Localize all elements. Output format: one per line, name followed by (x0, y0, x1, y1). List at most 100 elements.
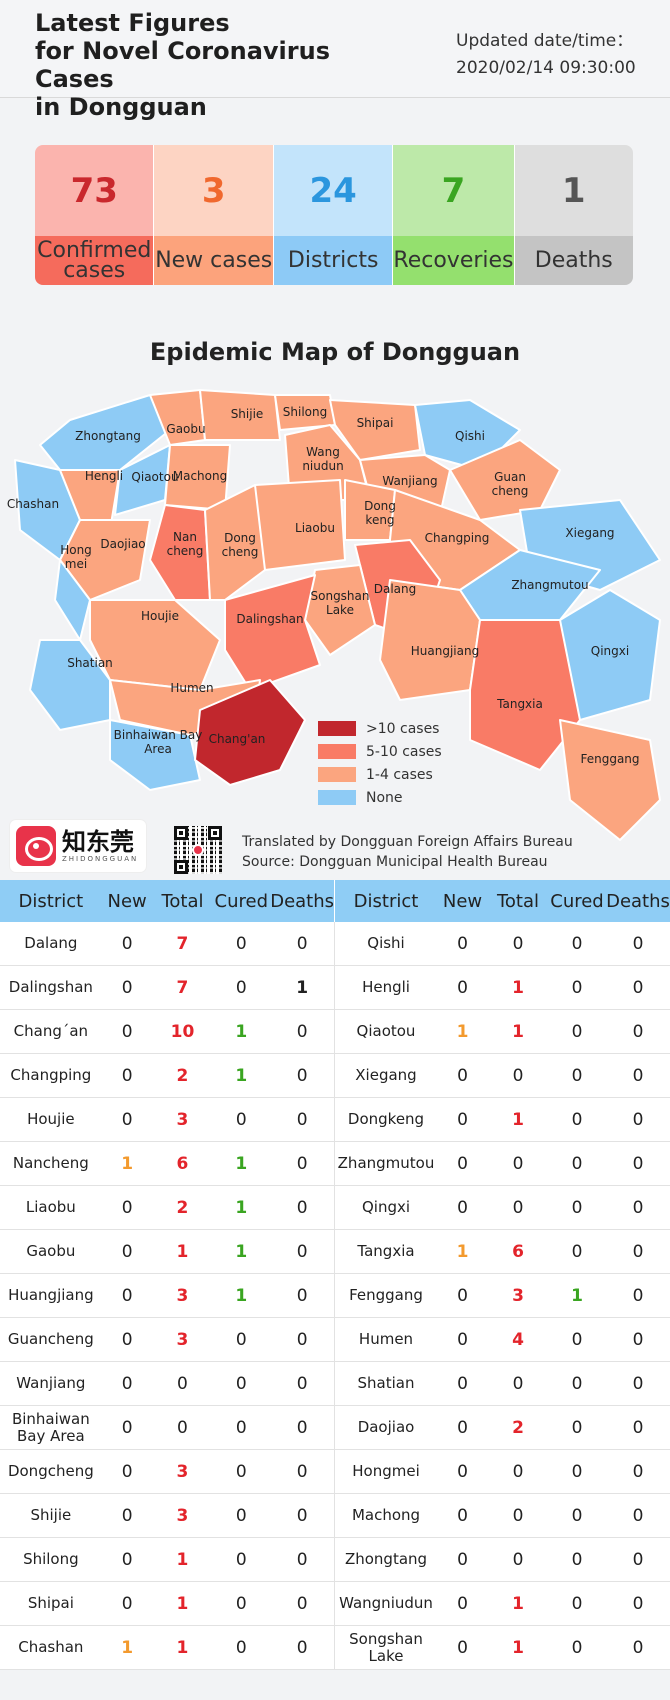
district-name: Tangxia (357, 1242, 415, 1260)
table-cell: 0 (177, 1417, 188, 1438)
district-name: Fenggang (349, 1286, 423, 1304)
table-cell: 0 (632, 1373, 644, 1394)
table-row: Chashan 1 1 0 0 Songshan Lake 0 1 0 0 (0, 1626, 670, 1670)
district-name: Chang´an (13, 1022, 89, 1040)
column-header: District (353, 890, 419, 912)
table-cell: 1 (512, 977, 524, 998)
table-cell: 0 (121, 1505, 133, 1526)
table-cell: 0 (571, 1593, 583, 1614)
district-name: Shijie (30, 1506, 72, 1524)
table-cell: 0 (632, 933, 644, 954)
table-cell: 0 (121, 1021, 133, 1042)
table-cell: 0 (571, 1461, 583, 1482)
district-name: Machong (351, 1506, 421, 1524)
district-name: Wangniudun (339, 1594, 433, 1612)
map-district-label: Machong (173, 469, 227, 483)
table-cell: 0 (512, 1461, 524, 1482)
legend-swatch (318, 767, 356, 782)
table-cell: 2 (176, 1197, 189, 1218)
stat-label: Deaths (514, 236, 633, 285)
legend-item: None (318, 786, 498, 809)
qr-code-icon (174, 826, 222, 874)
table-cell: 0 (296, 1153, 308, 1174)
stats-summary: 73 Confirmed cases 3 New cases 24 Districts 7 R… (35, 145, 633, 285)
district-name: Dalang (24, 934, 78, 952)
map-district-label: Gaobu (166, 422, 205, 436)
table-cell: 0 (121, 1549, 133, 1570)
table-cell: 1 (176, 1593, 189, 1614)
table-cell: 0 (296, 1285, 308, 1306)
table-cell: 0 (296, 1197, 308, 1218)
district-table: District New Total Cured Deaths District New To… (0, 880, 670, 1670)
table-cell: 0 (235, 1505, 247, 1526)
table-cell: 0 (571, 977, 583, 998)
table-cell: 1 (512, 1109, 524, 1130)
district-name: Guancheng (7, 1330, 94, 1348)
logo-chinese-text: 知东莞 (62, 828, 134, 856)
table-cell: 0 (235, 977, 247, 998)
map-legend: >10 cases 5-10 cases 1-4 cases None (318, 717, 498, 809)
table-cell: 0 (235, 1329, 247, 1350)
table-row: Dalingshan 0 7 0 1 Hengli 0 1 0 0 (0, 966, 670, 1010)
district-name: Houjie (27, 1110, 75, 1128)
table-row: Dalang 0 7 0 0 Qishi 0 0 0 0 (0, 922, 670, 966)
table-cell: 0 (512, 1549, 524, 1570)
table-cell: 0 (235, 1461, 247, 1482)
stat-label: Recoveries (393, 236, 514, 285)
title-line: in Dongguan (35, 93, 207, 121)
table-body: Dalang 0 7 0 0 Qishi 0 0 0 0 Dalingshan 0 7 0 1 Hengli 0… (0, 922, 670, 1670)
column-header: Total (496, 890, 540, 912)
legend-item: 1-4 cases (318, 763, 498, 786)
map-district-label: Wang niudun (302, 445, 343, 473)
table-cell: 10 (170, 1021, 195, 1042)
map-district-label: Liaobu (295, 521, 335, 535)
table-cell: 0 (296, 1021, 308, 1042)
table-cell: 0 (571, 1329, 583, 1350)
map-district-label: Tangxia (496, 697, 543, 711)
translation-credit: Translated by Dongguan Foreign Affairs B… (242, 834, 573, 850)
table-cell: 7 (176, 933, 189, 954)
table-cell: 0 (457, 1285, 468, 1306)
district-name: Dongkeng (347, 1110, 425, 1128)
eye-logo-icon (16, 826, 56, 866)
table-cell: 0 (121, 1197, 133, 1218)
table-cell: 0 (177, 1373, 188, 1394)
map-district-label: Hengli (85, 469, 123, 483)
map-region (109, 719, 201, 791)
map-district-label: Fenggang (580, 752, 639, 766)
table-cell: 0 (296, 1637, 308, 1658)
table-cell: 0 (121, 1065, 133, 1086)
table-row: Dongcheng 0 3 0 0 Hongmei 0 0 0 0 (0, 1450, 670, 1494)
table-cell: 1 (235, 1197, 248, 1218)
table-cell: 0 (296, 1593, 308, 1614)
table-cell: 0 (457, 1329, 468, 1350)
map-region (149, 504, 211, 601)
table-cell: 0 (632, 1461, 644, 1482)
page-title: Latest Figures for Novel Coronavirus Cas… (35, 9, 415, 121)
table-cell: 0 (512, 1197, 524, 1218)
map-region (329, 399, 421, 461)
table-cell: 0 (512, 1505, 524, 1526)
table-header: District New Total Cured Deaths District New To… (0, 880, 670, 922)
table-cell: 0 (571, 933, 583, 954)
table-cell: 1 (176, 1637, 189, 1658)
district-name: Gaobu (26, 1242, 76, 1260)
table-cell: 0 (235, 1109, 247, 1130)
map-district-label: Shipai (357, 416, 394, 430)
table-cell: 0 (121, 933, 133, 954)
table-cell: 0 (632, 1329, 644, 1350)
table-cell: 3 (176, 1505, 189, 1526)
table-cell: 2 (176, 1065, 189, 1086)
stat-label: Districts (273, 236, 393, 285)
map-district-label: Shilong (283, 405, 327, 419)
table-cell: 0 (457, 1109, 468, 1130)
table-cell: 0 (121, 1285, 133, 1306)
district-name: Qishi (367, 934, 405, 952)
district-name: Zhongtang (344, 1550, 428, 1568)
table-cell: 6 (512, 1241, 524, 1262)
table-cell: 0 (296, 933, 308, 954)
legend-swatch (318, 721, 356, 736)
table-row: Houjie 0 3 0 0 Dongkeng 0 1 0 0 (0, 1098, 670, 1142)
district-name: Qingxi (361, 1198, 411, 1216)
map-district-label: Wanjiang (382, 474, 437, 488)
